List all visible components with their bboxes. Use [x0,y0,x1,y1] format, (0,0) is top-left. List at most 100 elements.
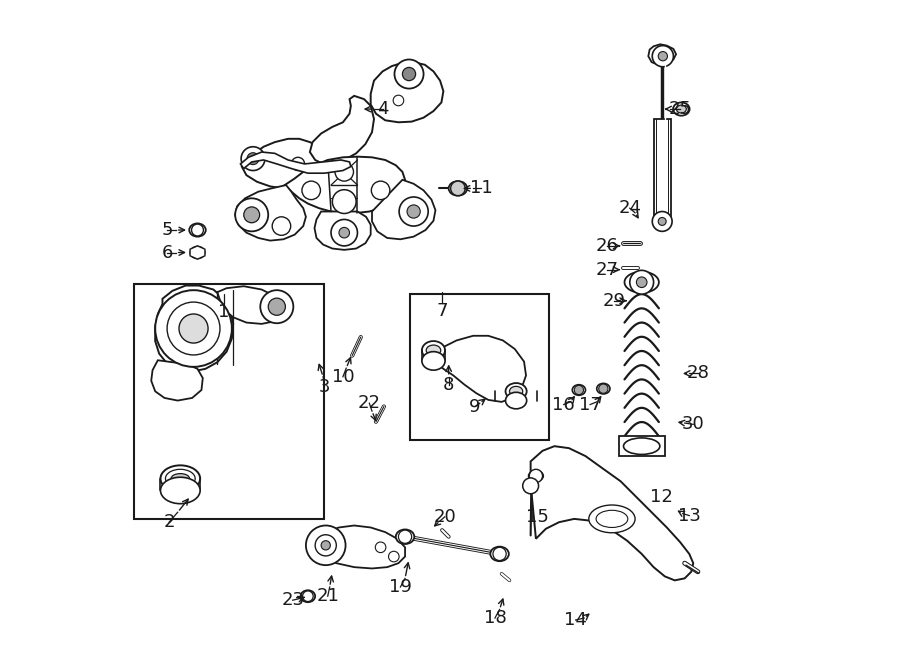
Circle shape [407,205,420,218]
Circle shape [292,157,304,171]
Text: 11: 11 [470,179,492,198]
Ellipse shape [509,386,523,396]
Circle shape [523,478,538,494]
Text: 27: 27 [596,260,619,279]
Bar [410,294,549,440]
Ellipse shape [427,345,441,356]
Ellipse shape [189,223,206,237]
Ellipse shape [160,465,200,492]
Text: 29: 29 [602,292,626,310]
Polygon shape [310,96,374,164]
Ellipse shape [506,392,526,408]
Circle shape [493,547,506,561]
Ellipse shape [160,477,200,504]
Polygon shape [371,62,444,122]
Ellipse shape [528,471,544,481]
Polygon shape [648,44,676,65]
Circle shape [248,153,259,165]
Text: 4: 4 [377,100,388,118]
Polygon shape [431,336,526,402]
Circle shape [652,212,672,231]
Circle shape [375,542,386,553]
Circle shape [315,535,337,556]
Circle shape [658,52,668,61]
Circle shape [372,181,390,200]
Polygon shape [531,446,693,580]
Bar [618,436,665,456]
Circle shape [272,217,291,235]
Polygon shape [151,360,202,401]
Ellipse shape [625,272,659,293]
Circle shape [335,163,354,181]
Polygon shape [155,286,233,371]
Text: 20: 20 [433,508,456,526]
Polygon shape [372,180,436,239]
Ellipse shape [677,105,687,113]
Ellipse shape [597,383,610,394]
Text: 30: 30 [682,415,705,434]
Polygon shape [240,152,351,173]
Circle shape [529,469,543,483]
Circle shape [155,290,232,367]
Circle shape [192,224,203,236]
Text: 18: 18 [483,609,507,627]
Ellipse shape [166,469,195,488]
Ellipse shape [596,510,628,527]
Ellipse shape [449,181,467,196]
Text: 12: 12 [650,488,673,506]
Circle shape [241,147,265,171]
Circle shape [574,385,583,395]
Text: 9: 9 [470,397,481,416]
Text: 16: 16 [553,395,575,414]
Text: 5: 5 [161,221,173,239]
Circle shape [179,314,208,343]
Ellipse shape [171,473,190,484]
Circle shape [402,67,416,81]
Text: 2: 2 [163,513,175,531]
Circle shape [167,302,220,355]
Circle shape [332,190,356,214]
Bar [653,119,670,219]
Text: 19: 19 [389,578,412,596]
Circle shape [652,46,673,67]
Text: 26: 26 [596,237,619,255]
Circle shape [451,181,465,196]
Text: 15: 15 [526,508,549,526]
Circle shape [636,277,647,288]
Polygon shape [242,139,332,188]
Text: 8: 8 [443,375,454,394]
Ellipse shape [589,505,635,533]
Ellipse shape [301,590,315,602]
Circle shape [393,95,404,106]
Text: 10: 10 [331,368,355,386]
Ellipse shape [396,529,414,544]
Circle shape [399,530,411,543]
Circle shape [331,219,357,246]
Circle shape [306,525,346,565]
Text: 1: 1 [219,303,230,321]
Circle shape [302,181,320,200]
Text: 23: 23 [281,591,304,609]
Text: 14: 14 [564,611,587,629]
Circle shape [399,197,428,226]
Polygon shape [314,212,371,250]
Text: 28: 28 [687,364,709,383]
Ellipse shape [491,547,508,561]
Circle shape [339,227,349,238]
Text: 13: 13 [678,506,701,525]
Ellipse shape [624,438,660,455]
Bar [134,284,324,519]
Circle shape [389,551,399,562]
Circle shape [193,247,202,258]
Circle shape [244,207,259,223]
Text: 22: 22 [358,394,381,412]
Circle shape [658,217,666,225]
Circle shape [235,198,268,231]
Text: 24: 24 [618,199,642,217]
Circle shape [394,59,424,89]
Text: 21: 21 [316,587,339,605]
Text: 7: 7 [436,301,448,320]
Ellipse shape [422,352,445,370]
Ellipse shape [190,247,205,258]
Text: 25: 25 [669,100,691,118]
